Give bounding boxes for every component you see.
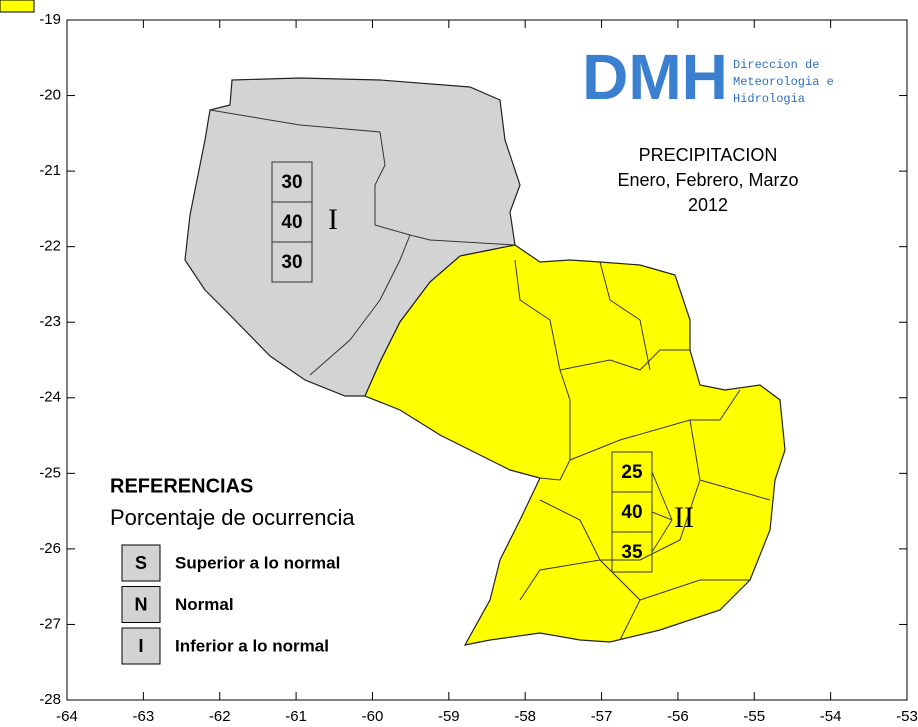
legend-title: REFERENCIAS	[110, 475, 253, 497]
legend-key-box	[121, 586, 161, 623]
region-label: I	[328, 203, 338, 236]
legend-key-box	[121, 544, 161, 582]
legend-label: Superior a lo normal	[175, 553, 340, 572]
region-value: 40	[621, 502, 642, 523]
logo-line: Hidrologia	[733, 92, 805, 106]
corner-marker	[0, 0, 35, 13]
y-tick-label: -19	[39, 11, 61, 28]
legend-key: I	[138, 636, 143, 656]
region-value: 30	[281, 172, 302, 193]
region-value: 25	[621, 462, 643, 483]
legend-label: Inferior a lo normal	[175, 636, 329, 655]
value-box	[271, 241, 313, 283]
y-tick-label: -28	[39, 691, 61, 708]
region-ii-area	[364, 244, 786, 646]
map-title: 2012	[688, 195, 728, 215]
x-tick-label: -59	[438, 708, 460, 725]
y-tick-label: -27	[39, 615, 61, 632]
x-tick-label: -63	[133, 708, 155, 725]
x-tick-label: -53	[896, 708, 918, 725]
map-title: PRECIPITACION	[639, 145, 778, 165]
y-tick-label: -20	[39, 87, 61, 104]
x-tick-label: -56	[667, 708, 689, 725]
logo-line: Direccion de	[733, 58, 819, 72]
legend-key-box	[121, 627, 161, 665]
region-value: 30	[281, 252, 302, 273]
y-tick-label: -23	[39, 313, 61, 330]
department-borders	[209, 109, 771, 641]
legend-subtitle: Porcentaje de ocurrencia	[110, 505, 355, 530]
x-tick-label: -57	[591, 708, 613, 725]
x-tick-label: -61	[285, 708, 307, 725]
x-tick-label: -62	[209, 708, 231, 725]
legend-key: S	[135, 553, 147, 573]
region-value: 40	[281, 212, 302, 233]
logo-letters: DMH	[582, 41, 728, 113]
legend-key: N	[135, 594, 148, 614]
x-tick-label: -58	[514, 708, 536, 725]
y-tick-label: -21	[39, 162, 61, 179]
y-tick-label: -26	[39, 540, 61, 557]
x-tick-label: -60	[362, 708, 384, 725]
x-tick-label: -55	[743, 708, 765, 725]
value-box	[611, 531, 653, 573]
y-tick-label: -22	[39, 238, 61, 255]
region-value: 35	[621, 542, 643, 563]
legend-label: Normal	[175, 595, 234, 614]
y-tick-label: -25	[39, 464, 61, 481]
y-tick-label: -24	[39, 389, 61, 406]
logo-line: Meteorologia e	[733, 75, 834, 89]
region-ii-connectors	[651, 471, 673, 553]
x-tick-label: -54	[820, 708, 842, 725]
map-title: Enero, Febrero, Marzo	[617, 170, 798, 190]
region-label: II	[674, 501, 694, 534]
x-tick-label: -64	[56, 708, 78, 725]
